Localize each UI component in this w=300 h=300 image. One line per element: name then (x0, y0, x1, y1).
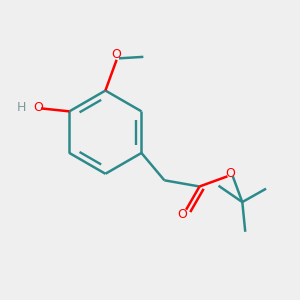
Text: O: O (33, 101, 43, 114)
Text: O: O (226, 167, 235, 180)
Text: O: O (112, 48, 122, 61)
Text: H: H (17, 101, 26, 114)
Text: O: O (178, 208, 188, 221)
